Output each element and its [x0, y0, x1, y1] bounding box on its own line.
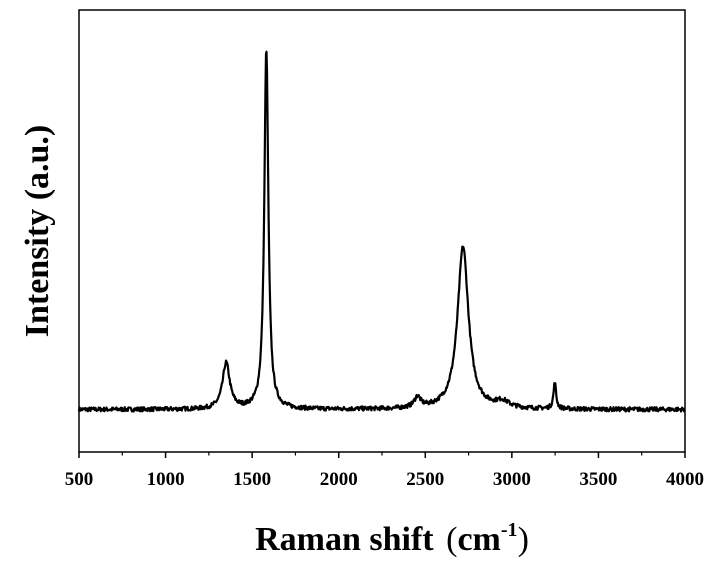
x-tick-label: 3500 [579, 469, 617, 490]
x-tick-label: 2500 [406, 469, 444, 490]
spectrum-line [77, 50, 686, 413]
x-tick-label: 500 [65, 469, 94, 490]
x-tick-label: 2000 [320, 469, 358, 490]
x-axis-ticks [78, 452, 686, 458]
x-axis-title-unit-exponent: -1 [501, 519, 518, 541]
y-axis-title: Intensity (a.u.) [19, 125, 56, 338]
x-axis-title-text: Raman shift [255, 521, 434, 558]
x-axis-tick-labels: 500 1000 1500 2000 2500 3000 3500 4000 [65, 469, 704, 490]
plot-frame [78, 9, 686, 453]
x-axis-title-paren-close: ) [518, 521, 529, 558]
x-tick-label: 4000 [666, 469, 704, 490]
x-axis-title-paren-open: ( [446, 521, 457, 558]
x-tick-label: 1500 [233, 469, 271, 490]
x-axis-title: Raman shift (cm-1) [255, 519, 529, 558]
x-tick-label: 1000 [147, 469, 185, 490]
x-axis-title-unit: cm [457, 521, 500, 558]
x-tick-label: 3000 [493, 469, 531, 490]
